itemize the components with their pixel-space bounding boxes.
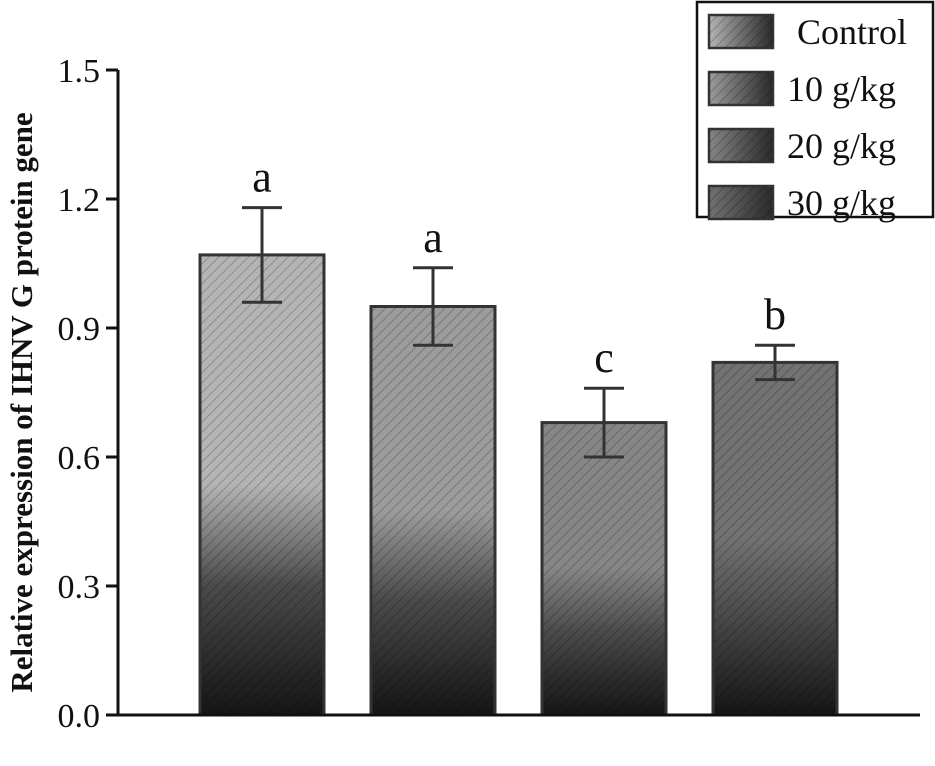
y-tick-label: 0.0 bbox=[58, 698, 101, 735]
y-axis-label: Relative expression of IHNV G protein ge… bbox=[4, 112, 39, 692]
significance-label: a bbox=[252, 153, 272, 202]
y-axis bbox=[116, 70, 920, 717]
bars-layer bbox=[198, 253, 839, 717]
legend-swatch-hatch bbox=[709, 72, 773, 105]
legend-label: 30 g/kg bbox=[787, 183, 896, 223]
bar-hatch bbox=[540, 421, 668, 717]
significance-label: c bbox=[594, 333, 614, 382]
bar-hatch bbox=[369, 305, 497, 717]
legend-label: 20 g/kg bbox=[787, 126, 896, 166]
significance-label: b bbox=[764, 290, 786, 339]
y-tick-label: 0.9 bbox=[58, 311, 101, 348]
error-bars-layer bbox=[242, 206, 795, 459]
legend-swatch-hatch bbox=[709, 186, 773, 219]
significance-label: a bbox=[423, 213, 443, 262]
legend-label: Control bbox=[797, 12, 907, 52]
legend: Control 10 g/kg 20 g/kg 30 g/kg bbox=[695, 0, 935, 223]
y-tick-label: 0.3 bbox=[58, 569, 101, 606]
bar-hatch bbox=[198, 253, 326, 717]
y-tick-label: 1.2 bbox=[58, 182, 101, 219]
legend-label: 10 g/kg bbox=[787, 69, 896, 109]
y-ticks-layer: 0.0 0.3 0.6 0.9 1.2 1.5 bbox=[58, 53, 118, 735]
legend-swatch-hatch bbox=[709, 129, 773, 162]
significance-labels-layer: a a c b bbox=[252, 153, 786, 383]
y-tick-label: 1.5 bbox=[58, 53, 101, 90]
legend-swatch-hatch bbox=[709, 15, 773, 48]
bar-hatch bbox=[711, 360, 839, 717]
y-tick-label: 0.6 bbox=[58, 440, 101, 477]
